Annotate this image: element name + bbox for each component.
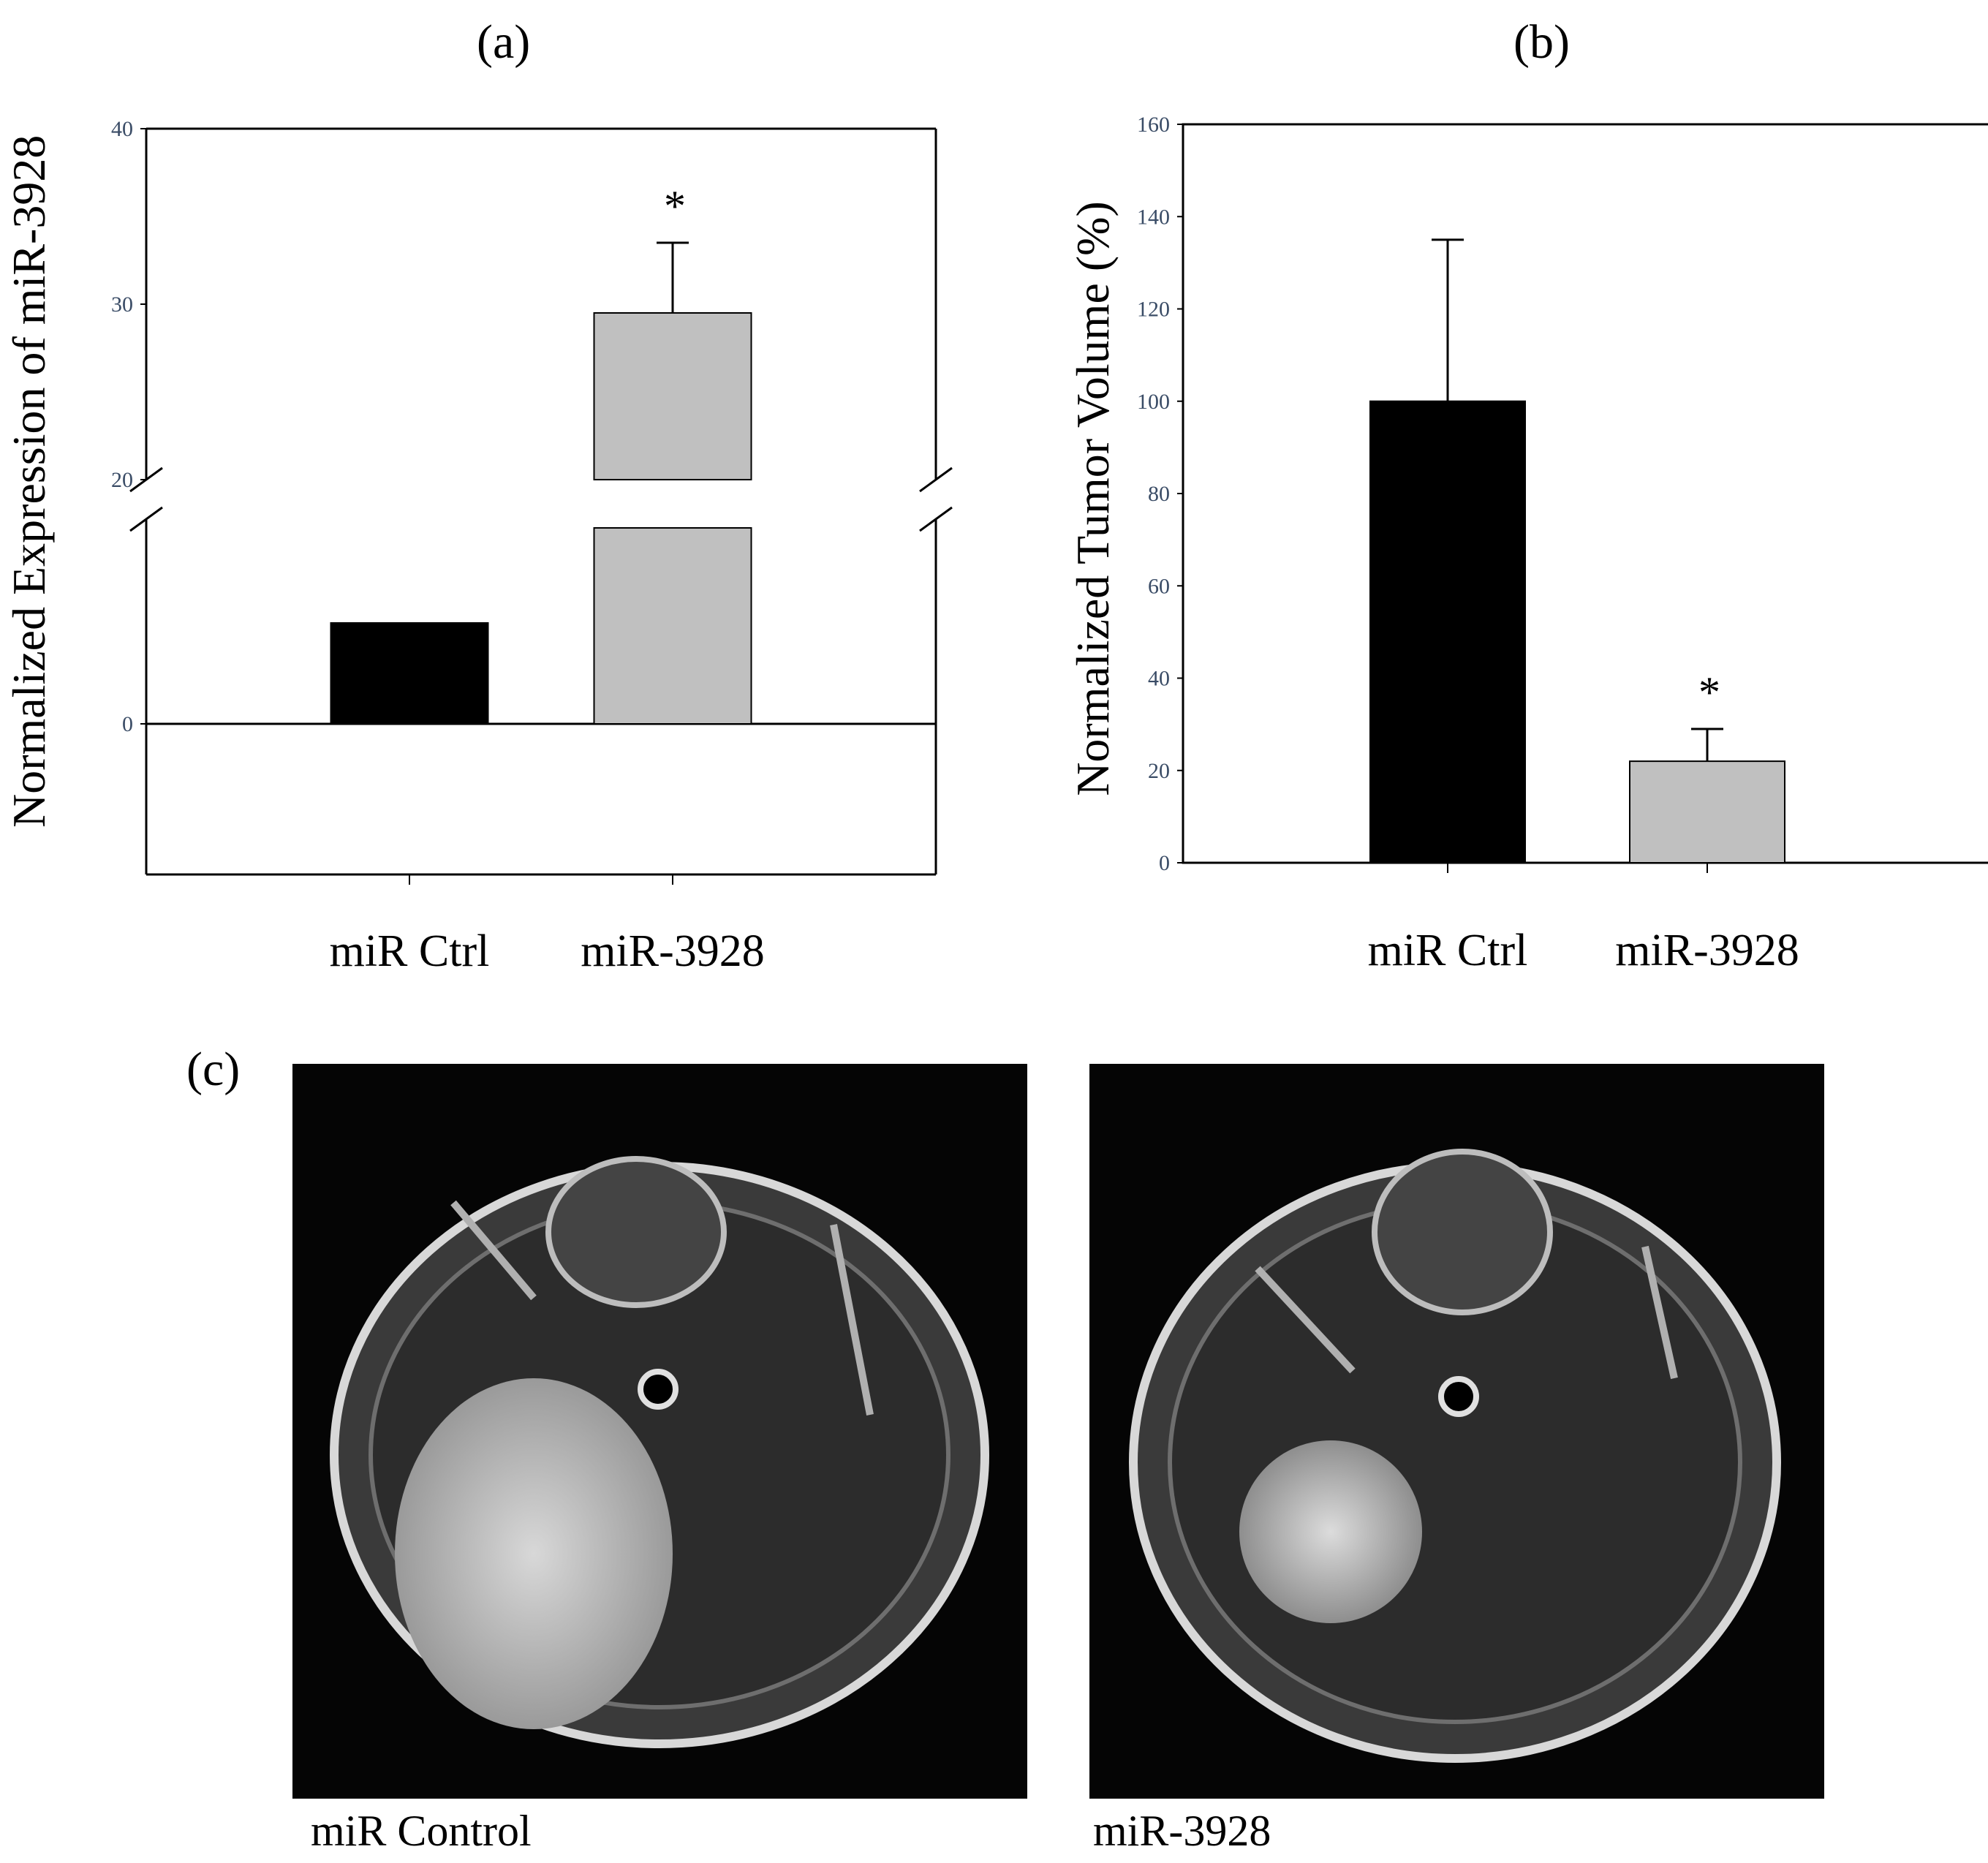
y-tick-label: 40	[1148, 667, 1170, 691]
bar-mir-3928-upper	[593, 312, 752, 480]
mri-caption-mir3928: miR-3928	[1093, 1807, 1271, 1855]
brainstem-region	[1372, 1149, 1553, 1315]
y-tick-label: 160	[1137, 113, 1170, 137]
axis-break-mark	[129, 506, 163, 532]
y-tick-label: 0	[1159, 851, 1170, 875]
plot-frame	[1182, 123, 1988, 864]
significance-star: *	[664, 182, 686, 230]
y-tick-label: 60	[1148, 574, 1170, 598]
axis-break-mark	[919, 506, 953, 532]
bar-mir-ctrl	[330, 622, 489, 725]
y-tick-label: 0	[122, 712, 133, 736]
x-tick-label: miR Ctrl	[330, 926, 490, 976]
axis-break-mark	[919, 466, 953, 493]
bar-mir-3928-lower	[593, 527, 752, 725]
mri-scan-mir3928	[1129, 1149, 1781, 1763]
chart-a: 0 20 30 40 * miR Ctrl miR-3928	[111, 117, 953, 976]
y-tick-label: 20	[1148, 759, 1170, 783]
y-tick-label: 40	[111, 117, 133, 141]
tumor-region	[395, 1378, 673, 1729]
y-tick-label: 140	[1137, 205, 1170, 229]
panel-label-b: (b)	[1513, 15, 1570, 69]
panel-label-a: (a)	[477, 15, 531, 69]
tumor-region	[1239, 1440, 1422, 1623]
mri-caption-control: miR Control	[311, 1807, 532, 1855]
y-tick-label: 20	[111, 468, 133, 492]
significance-star: *	[1698, 668, 1720, 717]
y-tick-label: 120	[1137, 298, 1170, 322]
x-tick-label: miR Ctrl	[1368, 926, 1528, 975]
y-tick-label: 80	[1148, 482, 1170, 506]
airway-circle	[1438, 1376, 1479, 1417]
bar-mir-3928	[1629, 760, 1785, 864]
mri-image-control	[292, 1064, 1027, 1799]
brainstem-region	[545, 1156, 727, 1308]
mri-image-mir3928	[1089, 1064, 1824, 1799]
x-tick-label: miR-3928	[581, 926, 764, 976]
y-tick-label: 30	[111, 292, 133, 317]
panel-label-c: (c)	[186, 1043, 241, 1096]
x-tick-label: miR-3928	[1615, 926, 1799, 975]
y-tick-label: 100	[1137, 390, 1170, 414]
bar-mir-ctrl	[1369, 400, 1526, 864]
mri-scan-control	[330, 1156, 989, 1748]
chart-a-ylabel: Normalized Expression of miR-3928	[3, 135, 55, 828]
airway-circle	[638, 1369, 679, 1410]
chart-b: 0 20 40 60 80 100 120 140 160 miR Ctrl * miR-3928	[1137, 113, 1988, 975]
